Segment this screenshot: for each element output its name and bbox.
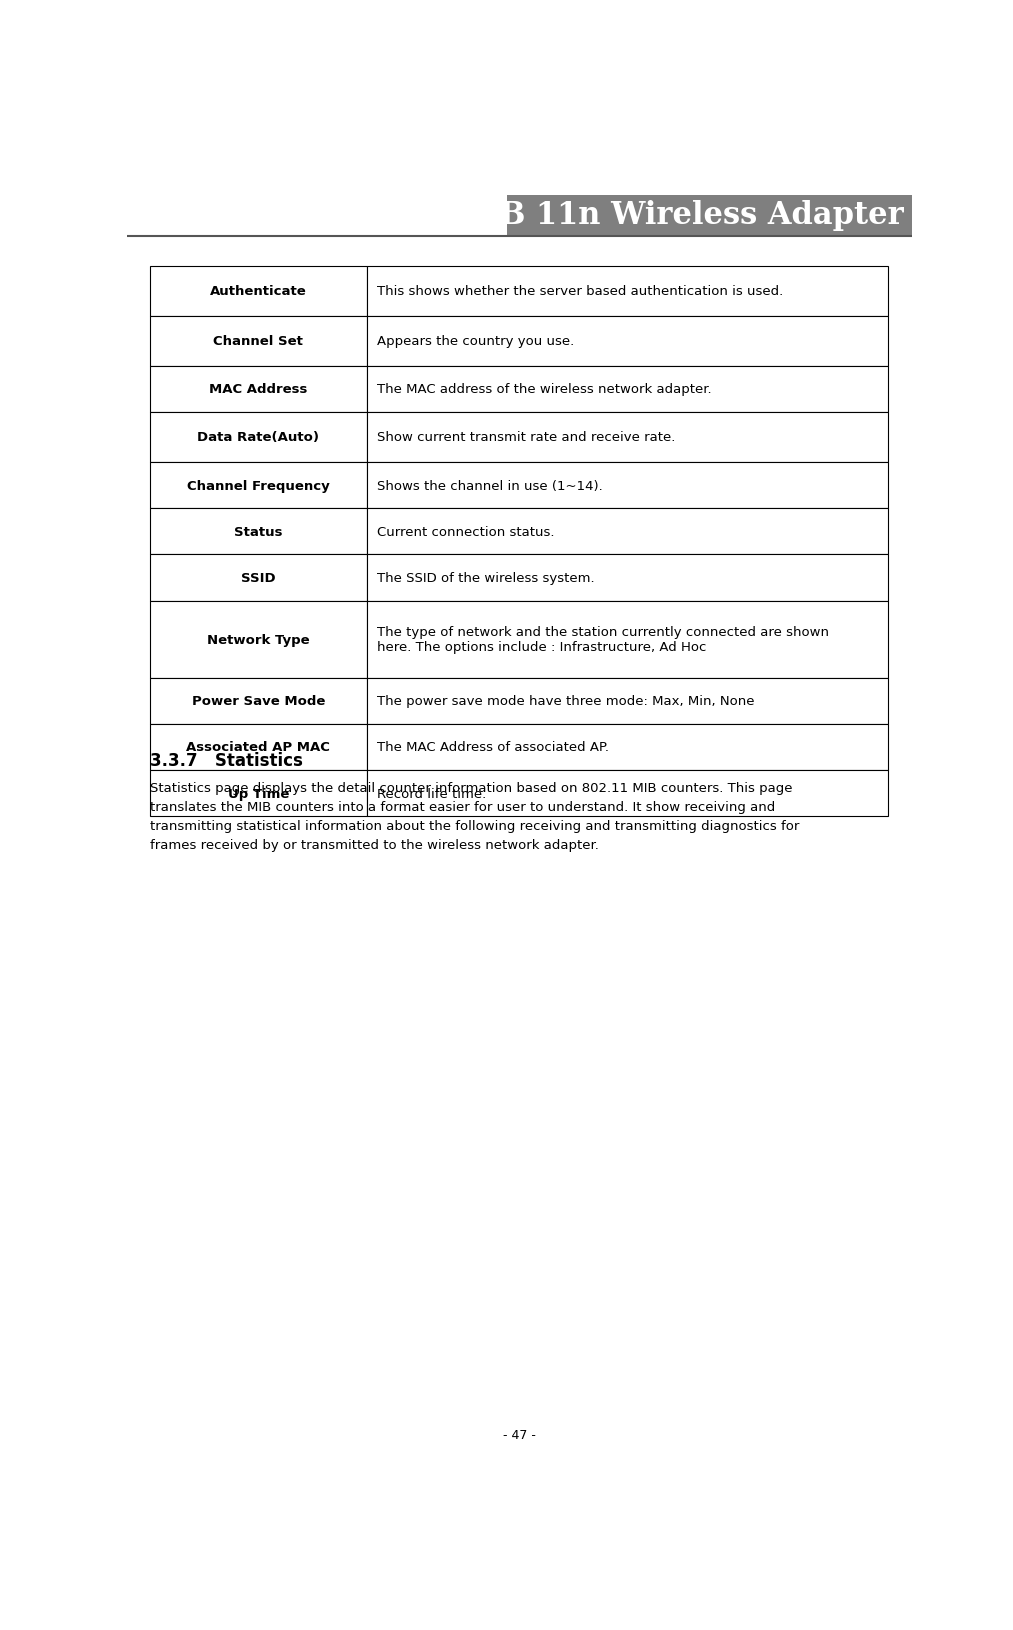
Text: - 47 -: - 47 - <box>502 1428 536 1441</box>
Bar <box>150 412 367 463</box>
Bar <box>367 771 888 817</box>
Text: Shows the channel in use (1~14).: Shows the channel in use (1~14). <box>377 479 603 492</box>
Text: This shows whether the server based authentication is used.: This shows whether the server based auth… <box>377 285 783 298</box>
Text: Record life time.: Record life time. <box>377 787 486 800</box>
Bar <box>150 771 367 817</box>
Bar <box>367 463 888 509</box>
Text: Show current transmit rate and receive rate.: Show current transmit rate and receive r… <box>377 430 676 443</box>
Bar <box>367 266 888 316</box>
Text: Appears the country you use.: Appears the country you use. <box>377 334 574 347</box>
Bar <box>367 724 888 771</box>
Bar <box>127 196 912 236</box>
Bar <box>367 412 888 463</box>
Bar <box>367 601 888 678</box>
Text: The type of network and the station currently connected are shown
here. The opti: The type of network and the station curr… <box>377 626 829 654</box>
Bar <box>150 509 367 554</box>
Bar <box>150 678 367 724</box>
Bar <box>150 367 367 412</box>
Bar <box>367 678 888 724</box>
Bar <box>367 316 888 367</box>
Text: Data Rate(Auto): Data Rate(Auto) <box>198 430 319 443</box>
Bar <box>127 196 506 236</box>
Bar <box>150 554 367 601</box>
Bar <box>367 554 888 601</box>
Text: USB 11n Wireless Adapter: USB 11n Wireless Adapter <box>451 200 904 231</box>
Text: Up Time: Up Time <box>228 787 289 800</box>
Bar <box>150 601 367 678</box>
Bar <box>150 316 367 367</box>
Text: 3.3.7   Statistics: 3.3.7 Statistics <box>150 751 303 769</box>
Text: SSID: SSID <box>241 572 276 585</box>
Text: Current connection status.: Current connection status. <box>377 525 554 538</box>
Text: The MAC address of the wireless network adapter.: The MAC address of the wireless network … <box>377 383 712 396</box>
Text: The power save mode have three mode: Max, Min, None: The power save mode have three mode: Max… <box>377 694 755 707</box>
Bar <box>150 266 367 316</box>
Bar <box>367 509 888 554</box>
Bar <box>367 367 888 412</box>
Text: Authenticate: Authenticate <box>210 285 307 298</box>
Text: Power Save Mode: Power Save Mode <box>191 694 325 707</box>
Text: The MAC Address of associated AP.: The MAC Address of associated AP. <box>377 742 609 753</box>
Text: MAC Address: MAC Address <box>210 383 308 396</box>
Text: Associated AP MAC: Associated AP MAC <box>186 742 330 753</box>
Text: Status: Status <box>234 525 283 538</box>
Bar <box>150 463 367 509</box>
Text: Network Type: Network Type <box>207 632 310 645</box>
Bar <box>150 724 367 771</box>
Text: Channel Frequency: Channel Frequency <box>187 479 330 492</box>
Text: Statistics page displays the detail counter information based on 802.11 MIB coun: Statistics page displays the detail coun… <box>150 782 799 852</box>
Text: The SSID of the wireless system.: The SSID of the wireless system. <box>377 572 595 585</box>
Text: Channel Set: Channel Set <box>214 334 303 347</box>
